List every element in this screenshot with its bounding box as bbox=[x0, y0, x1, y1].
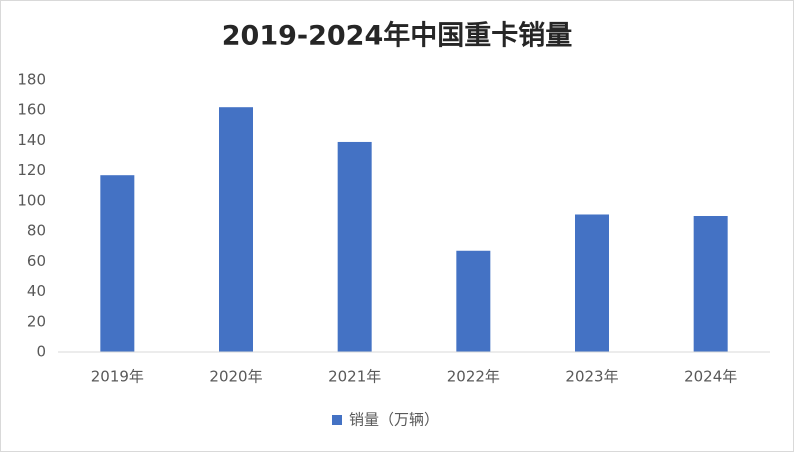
bar bbox=[693, 216, 728, 352]
y-tick-label: 100 bbox=[17, 191, 46, 209]
x-tick-label: 2021年 bbox=[328, 368, 381, 386]
y-tick-label: 120 bbox=[17, 161, 46, 179]
y-tick-label: 20 bbox=[27, 312, 46, 330]
x-tick-label: 2023年 bbox=[565, 368, 618, 386]
legend-label: 销量（万辆） bbox=[349, 411, 439, 429]
y-tick-label: 40 bbox=[27, 282, 46, 300]
bar bbox=[456, 250, 491, 352]
y-tick-label: 180 bbox=[17, 71, 46, 89]
y-tick-label: 160 bbox=[17, 101, 46, 119]
legend-swatch bbox=[332, 415, 342, 425]
bar bbox=[575, 214, 609, 352]
x-tick-label: 2020年 bbox=[209, 368, 262, 386]
bar bbox=[337, 141, 372, 352]
y-tick-label: 60 bbox=[27, 252, 46, 270]
bar bbox=[219, 107, 253, 352]
chart-title: 2019-2024年中国重卡销量 bbox=[222, 20, 573, 52]
x-tick-label: 2019年 bbox=[91, 368, 144, 386]
y-tick-label: 80 bbox=[27, 222, 46, 240]
y-tick-label: 0 bbox=[36, 343, 46, 361]
x-tick-label: 2024年 bbox=[684, 368, 737, 386]
bar bbox=[100, 175, 135, 352]
y-tick-label: 140 bbox=[17, 131, 46, 149]
x-tick-label: 2022年 bbox=[447, 368, 500, 386]
